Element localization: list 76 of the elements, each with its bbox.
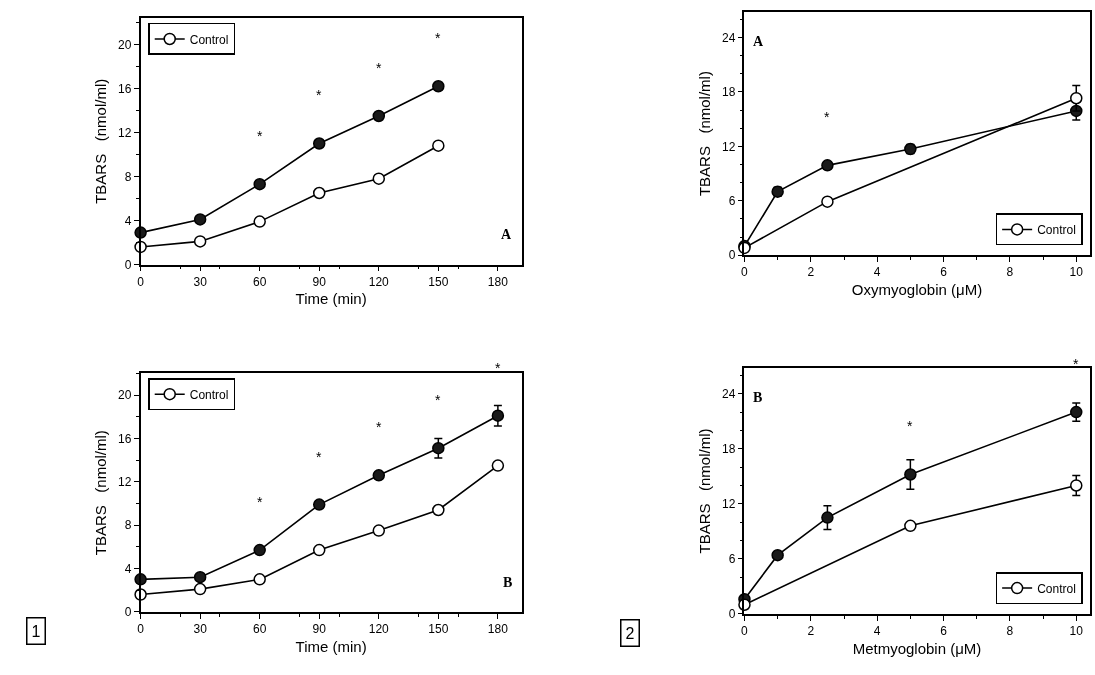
- y-axis-title: TBARS (nmol/ml): [695, 71, 713, 197]
- annotation: *: [376, 60, 382, 76]
- y-tick-label: 24: [721, 386, 736, 401]
- legend-label: Control: [1037, 223, 1076, 238]
- y-tick-label: 4: [124, 561, 132, 576]
- x-tick-label: 6: [940, 265, 948, 280]
- x-tick-label: 90: [312, 274, 327, 289]
- x-tick-label: 6: [940, 624, 948, 639]
- x-axis-title: Metmyoglobin (μM): [852, 639, 982, 657]
- annotation: *: [435, 392, 441, 408]
- y-tick-label: 0: [124, 605, 132, 620]
- x-tick-label: 180: [487, 274, 509, 289]
- x-tick-label: 90: [312, 622, 327, 637]
- x-tick-label: 8: [1006, 624, 1014, 639]
- y-axis-title: TBARS (nmol/ml): [91, 78, 109, 204]
- legend-label: Control: [1037, 581, 1076, 596]
- x-axis-title: Oxymyoglobin (μM): [851, 280, 983, 298]
- y-tick-label: 24: [721, 30, 736, 45]
- x-axis-title: Time (min): [295, 290, 367, 308]
- y-tick-label: 20: [118, 37, 132, 52]
- y-tick-label: 4: [124, 213, 132, 228]
- y-tick-label: 6: [728, 193, 736, 208]
- y-tick-label: 0: [728, 248, 736, 263]
- y-tick-label: 12: [721, 139, 736, 154]
- annotation: A: [753, 34, 764, 49]
- annotation: *: [495, 360, 501, 376]
- x-tick-label: 0: [741, 265, 749, 280]
- x-tick-label: 4: [873, 265, 881, 280]
- y-axis-title: TBARS (nmol/ml): [91, 430, 109, 556]
- annotation: *: [376, 419, 382, 435]
- x-tick-label: 30: [193, 274, 208, 289]
- x-tick-label: 60: [253, 622, 267, 637]
- annotation: *: [257, 494, 263, 510]
- annotation: *: [435, 30, 441, 46]
- y-tick-label: 12: [118, 475, 132, 490]
- y-tick-label: 12: [721, 497, 736, 512]
- x-tick-label: 0: [137, 622, 145, 637]
- annotation: *: [257, 128, 263, 144]
- annotation: *: [824, 109, 830, 125]
- x-tick-label: 8: [1006, 265, 1014, 280]
- annotation: B: [503, 575, 513, 590]
- x-tick-label: 2: [807, 265, 815, 280]
- annotation: B: [753, 390, 763, 405]
- annotation: *: [907, 418, 913, 434]
- x-axis-title: Time (min): [295, 637, 367, 655]
- x-tick-label: 150: [428, 622, 449, 637]
- x-tick-label: 120: [368, 274, 390, 289]
- text: 1: [31, 622, 41, 640]
- y-tick-label: 8: [124, 518, 132, 533]
- annotation: A: [501, 227, 512, 242]
- y-axis-title: TBARS (nmol/ml): [695, 428, 713, 554]
- x-tick-label: 30: [193, 622, 208, 637]
- x-tick-label: 0: [137, 274, 145, 289]
- x-tick-label: 4: [873, 624, 881, 639]
- legend-label: Control: [189, 32, 229, 47]
- y-tick-label: 6: [728, 552, 736, 567]
- y-tick-label: 12: [118, 125, 132, 140]
- annotation: *: [316, 87, 322, 103]
- y-tick-label: 20: [118, 388, 132, 403]
- x-tick-label: 180: [487, 622, 509, 637]
- legend-label: Control: [189, 387, 229, 402]
- y-tick-label: 16: [118, 81, 132, 96]
- x-tick-label: 0: [741, 624, 749, 639]
- y-tick-label: 18: [721, 85, 736, 100]
- x-tick-label: 120: [368, 622, 390, 637]
- x-tick-label: 10: [1069, 624, 1084, 639]
- annotation: *: [316, 449, 322, 465]
- y-tick-label: 0: [728, 607, 736, 622]
- y-tick-label: 8: [124, 169, 132, 184]
- x-tick-label: 60: [253, 274, 267, 289]
- x-tick-label: 2: [807, 624, 815, 639]
- x-tick-label: 10: [1069, 265, 1084, 280]
- x-tick-label: 150: [428, 274, 449, 289]
- y-tick-label: 18: [721, 441, 736, 456]
- y-tick-label: 16: [118, 431, 132, 446]
- annotation: *: [1073, 356, 1079, 372]
